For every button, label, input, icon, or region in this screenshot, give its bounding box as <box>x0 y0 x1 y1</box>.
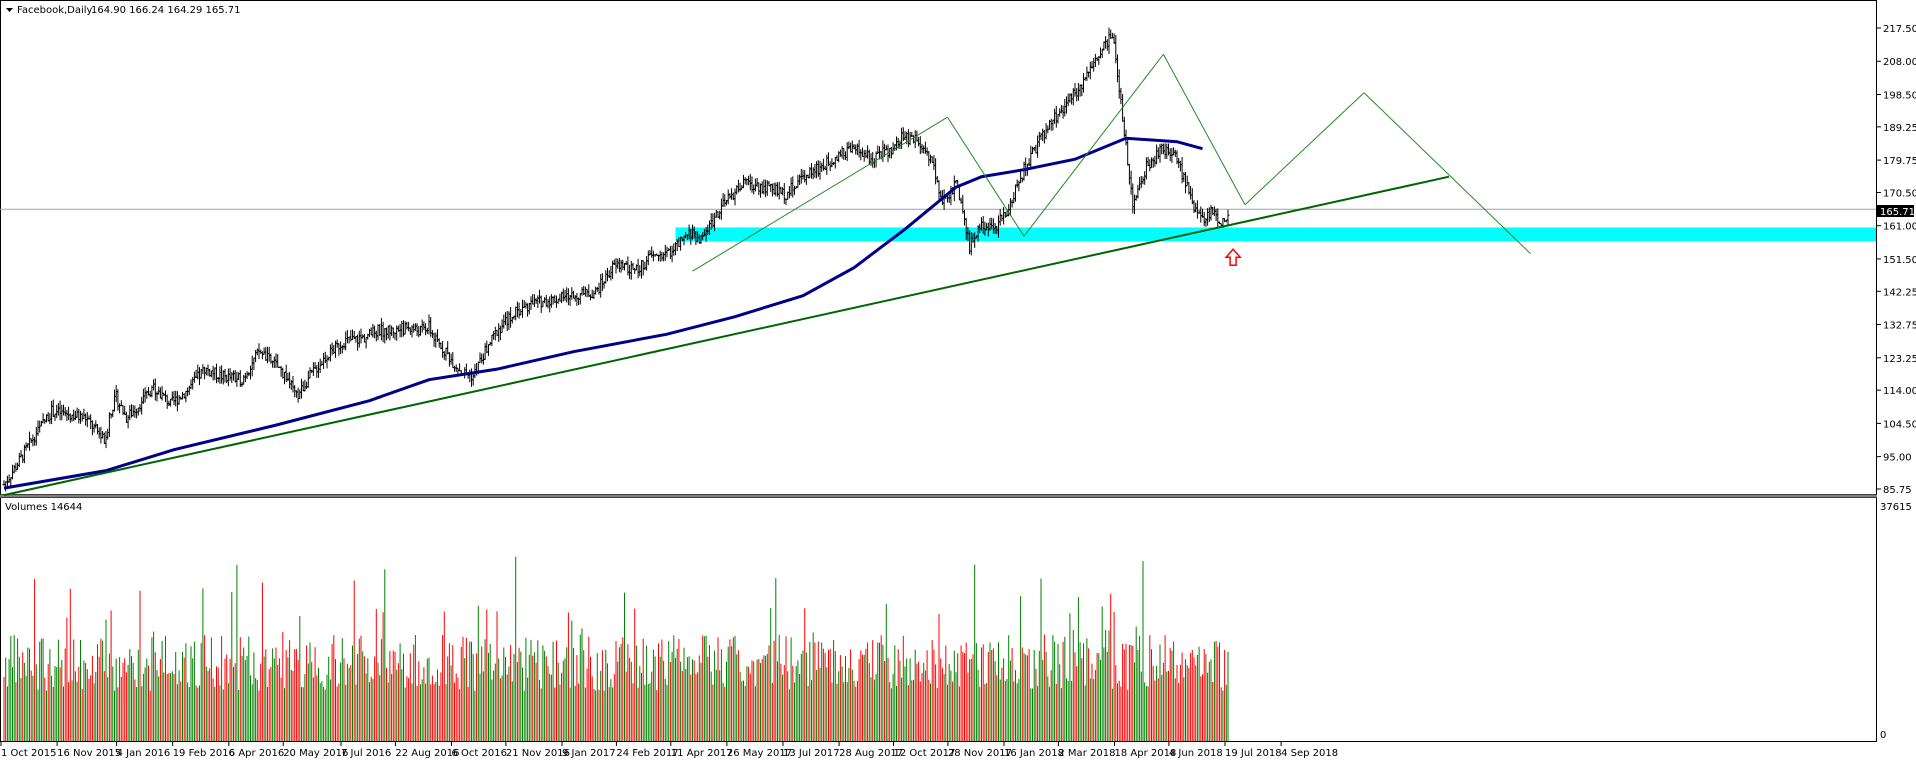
y-tick-label: 85.75 <box>1883 485 1912 496</box>
x-tick-label: 26 May 2017 <box>727 748 792 759</box>
x-tick-label: 13 Jul 2017 <box>783 748 840 759</box>
current-price-tag <box>1877 205 1914 217</box>
x-tick-label: 22 Aug 2016 <box>395 748 459 759</box>
x-tick-label: 12 Oct 2017 <box>894 748 956 759</box>
y-tick-label: 189.25 <box>1883 123 1916 134</box>
pattern-line <box>1162 54 1246 205</box>
x-tick-label: 4 Sep 2018 <box>1281 748 1338 759</box>
pattern-line <box>1244 92 1365 206</box>
volume-max-label: 37615 <box>1880 502 1912 513</box>
y-tick-label: 208.00 <box>1883 57 1916 68</box>
pattern-line <box>1023 53 1164 237</box>
x-tick-label: 6 Oct 2016 <box>452 748 507 759</box>
x-tick-label: 21 Nov 2016 <box>506 748 570 759</box>
symbol-title: Facebook,Daily <box>17 5 93 16</box>
support-zone-layer <box>675 227 1876 242</box>
pattern-line <box>1363 92 1531 255</box>
price-bars-layer <box>2 27 1230 492</box>
x-tick-label: 2 Mar 2018 <box>1058 748 1115 759</box>
x-tick-label: 24 Feb 2017 <box>616 748 678 759</box>
price-axis[interactable]: 217.50 208.00 198.50 189.25 179.75 170.50 161.… <box>1876 24 1916 496</box>
moving-average-layer <box>3 136 1203 490</box>
x-tick-label: 7 Jul 2016 <box>341 748 391 759</box>
moving-average-line <box>3 136 1203 490</box>
y-tick-label: 114.00 <box>1883 386 1916 397</box>
x-tick-label: 19 Feb 2016 <box>173 748 235 759</box>
support-zone <box>675 227 1876 242</box>
x-tick-label: 11 Apr 2017 <box>671 748 733 759</box>
y-tick-label: 198.50 <box>1883 90 1916 101</box>
y-tick-label: 179.75 <box>1883 156 1916 167</box>
pattern-line <box>692 116 948 272</box>
current-price-label: 165.71 <box>1880 207 1915 218</box>
arrow-layer <box>1224 248 1242 266</box>
volume-min-label: 0 <box>1880 730 1886 741</box>
x-tick-label: 16 Jan 2018 <box>1004 748 1064 759</box>
chevron-down-icon[interactable] <box>6 8 13 12</box>
x-tick-label: 16 Nov 2015 <box>57 748 121 759</box>
x-tick-label: 4 Jun 2018 <box>1169 748 1223 759</box>
y-tick-label: 161.00 <box>1883 222 1916 233</box>
ohlc-readout: 164.90 166.24 164.29 165.71 <box>91 5 241 16</box>
x-tick-label: 1 Oct 2015 <box>1 748 56 759</box>
x-tick-label: 19 Jul 2018 <box>1225 748 1282 759</box>
x-tick-label: 9 Jan 2017 <box>562 748 616 759</box>
pattern-lines-layer <box>692 53 1531 272</box>
y-tick-label: 151.50 <box>1883 255 1916 266</box>
trendline-layer <box>3 175 1450 497</box>
y-tick-label: 132.75 <box>1883 321 1916 332</box>
y-tick-label: 142.25 <box>1883 287 1916 298</box>
x-tick-label: 28 Aug 2017 <box>839 748 903 759</box>
x-tick-label: 18 Apr 2018 <box>1115 748 1177 759</box>
x-tick-label: 20 May 2016 <box>283 748 348 759</box>
up-arrow-icon <box>1224 248 1242 266</box>
x-tick-label: 28 Nov 2017 <box>948 748 1012 759</box>
support-trendline <box>3 175 1450 497</box>
x-tick-label: 4 Jan 2016 <box>117 748 171 759</box>
y-tick-label: 217.50 <box>1883 24 1916 35</box>
y-tick-label: 95.00 <box>1883 453 1912 464</box>
x-tick-label: 6 Apr 2016 <box>229 748 284 759</box>
y-tick-label: 104.50 <box>1883 419 1916 430</box>
y-tick-label: 123.25 <box>1883 354 1916 365</box>
price-pane-frame <box>0 0 1877 495</box>
pattern-line <box>947 116 1025 237</box>
volume-label: Volumes 14644 <box>5 502 82 513</box>
volume-bars-layer <box>3 556 1229 741</box>
y-tick-label: 170.50 <box>1883 188 1916 199</box>
